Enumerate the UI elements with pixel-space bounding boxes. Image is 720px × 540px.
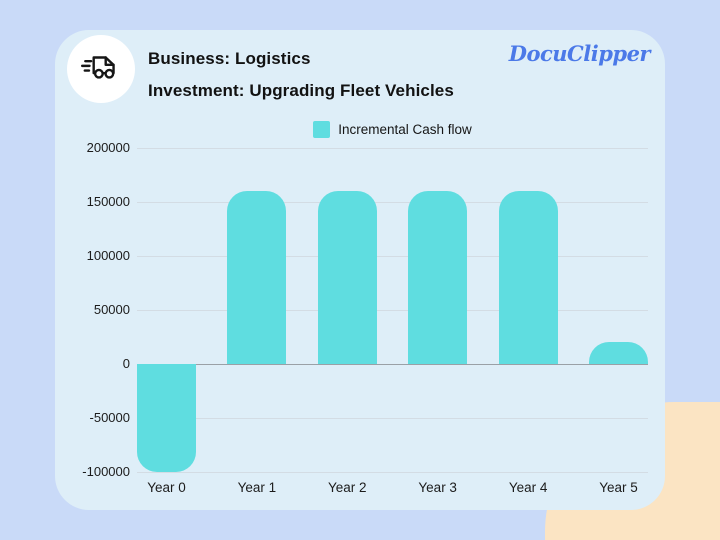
gridline [137, 256, 648, 257]
x-axis-label: Year 5 [599, 480, 638, 495]
x-axis-label: Year 3 [418, 480, 457, 495]
delivery-truck-icon [80, 56, 115, 79]
bar-year-3 [408, 191, 468, 364]
bar-year-0 [137, 364, 196, 472]
y-axis-label: -100000 [82, 464, 130, 479]
y-axis-label: 50000 [93, 302, 130, 317]
x-axis-label: Year 2 [328, 480, 367, 495]
y-axis-label: 100000 [86, 248, 130, 263]
chart-legend: Incremental Cash flow [137, 121, 648, 138]
bar-year-5 [589, 342, 648, 364]
legend-swatch [313, 121, 331, 138]
investment-title: Investment: Upgrading Fleet Vehicles [148, 81, 454, 100]
legend-label: Incremental Cash flow [338, 122, 472, 137]
y-axis-label: 200000 [86, 140, 130, 155]
truck-badge [67, 35, 135, 103]
y-axis-label: -50000 [89, 410, 130, 425]
y-axis-label: 0 [122, 356, 130, 371]
zero-gridline [137, 364, 648, 365]
gridline [137, 202, 648, 203]
docuclipper-logo: DocuClipper [508, 41, 651, 66]
chart-card: Business: Logistics Investment: Upgradin… [55, 30, 665, 510]
y-axis-label: 150000 [86, 194, 130, 209]
bar-year-2 [317, 191, 377, 364]
x-axis-label: Year 1 [237, 480, 277, 495]
bar-year-1 [227, 191, 287, 364]
business-title: Business: Logistics [148, 49, 311, 68]
gridline [137, 418, 648, 419]
gridline [137, 472, 648, 473]
bar-chart-plot-area: Year 0 Year 1 Year 2 Year 3 Year 4 Year 5 [137, 148, 648, 495]
gridline [137, 148, 648, 149]
x-axis-label: Year 0 [147, 480, 186, 495]
bar-year-4 [498, 191, 558, 364]
gridline [137, 310, 648, 311]
header-titles: Business: Logistics Investment: Upgradin… [148, 43, 454, 107]
x-axis-label: Year 4 [508, 480, 548, 495]
